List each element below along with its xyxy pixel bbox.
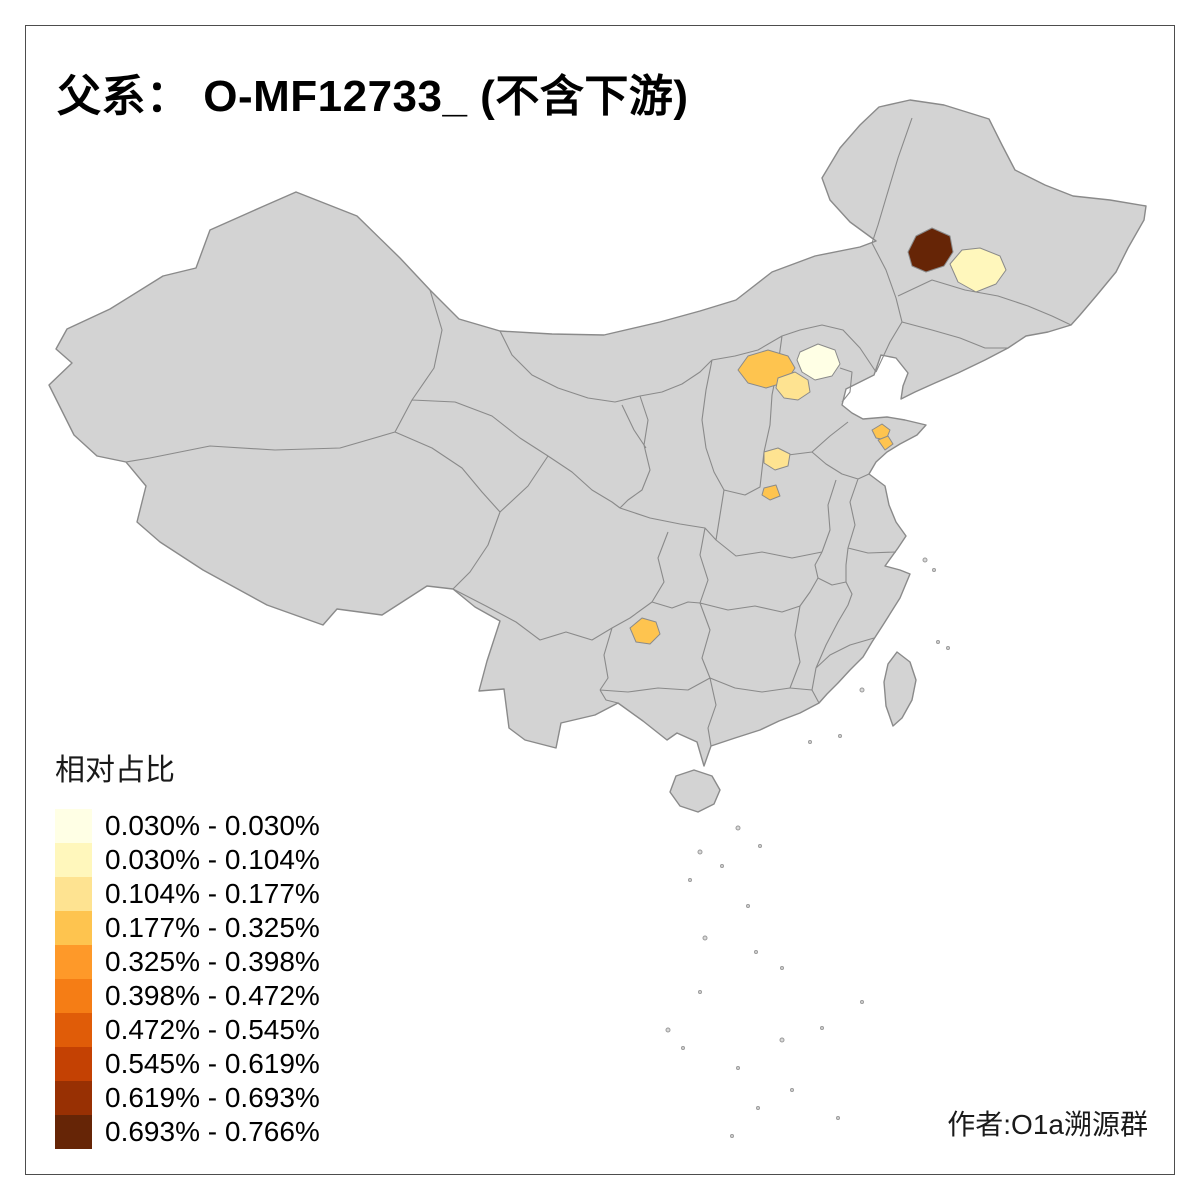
province-borders bbox=[125, 117, 1072, 747]
legend-swatch bbox=[55, 809, 92, 843]
taiwan-island bbox=[883, 651, 917, 727]
country-outline-group bbox=[48, 99, 1147, 813]
region-jilin-west bbox=[907, 227, 954, 273]
legend-swatch bbox=[55, 911, 92, 945]
legend-label: 0.619% - 0.693% bbox=[105, 1082, 320, 1113]
region-beijing bbox=[796, 343, 841, 381]
legend-item: 0.398% - 0.472% bbox=[55, 979, 320, 1013]
legend-label: 0.472% - 0.545% bbox=[105, 1014, 320, 1045]
legend-swatch bbox=[55, 1115, 92, 1149]
region-jilin-central bbox=[949, 247, 1007, 293]
legend-swatch bbox=[55, 1013, 92, 1047]
legend-item: 0.693% - 0.766% bbox=[55, 1115, 320, 1149]
legend-label: 0.030% - 0.030% bbox=[105, 810, 320, 841]
region-shandong-peninsula-b bbox=[877, 435, 894, 451]
legend-item: 0.325% - 0.398% bbox=[55, 945, 320, 979]
legend-item: 0.472% - 0.545% bbox=[55, 1013, 320, 1047]
legend-item: 0.177% - 0.325% bbox=[55, 911, 320, 945]
region-henan-central bbox=[761, 484, 781, 501]
legend-label: 0.177% - 0.325% bbox=[105, 912, 320, 943]
legend-label: 0.104% - 0.177% bbox=[105, 878, 320, 909]
legend-item: 0.030% - 0.030% bbox=[55, 809, 320, 843]
legend-label: 0.398% - 0.472% bbox=[105, 980, 320, 1011]
highlighted-regions bbox=[629, 227, 1007, 645]
hainan-island bbox=[669, 769, 721, 813]
legend-label: 0.693% - 0.766% bbox=[105, 1116, 320, 1147]
small-islands bbox=[665, 557, 950, 1138]
region-henan-north bbox=[763, 447, 791, 471]
legend-label: 0.545% - 0.619% bbox=[105, 1048, 320, 1079]
page-title: 父系： O-MF12733_ (不含下游) bbox=[57, 72, 689, 121]
region-shandong-peninsula-a bbox=[871, 423, 891, 441]
legend-item: 0.545% - 0.619% bbox=[55, 1047, 320, 1081]
legend-swatch bbox=[55, 1047, 92, 1081]
region-hebei-central bbox=[775, 371, 811, 401]
legend-item: 0.030% - 0.104% bbox=[55, 843, 320, 877]
mainland-outline bbox=[48, 99, 1147, 767]
attribution: 作者:O1a溯源群 bbox=[947, 1109, 1148, 1140]
legend-label: 0.325% - 0.398% bbox=[105, 946, 320, 977]
legend: 相对占比 0.030% - 0.030% 0.030% - 0.104% 0.1… bbox=[55, 745, 320, 1149]
region-guizhou-central bbox=[629, 617, 661, 645]
legend-title: 相对占比 bbox=[55, 754, 175, 787]
legend-label: 0.030% - 0.104% bbox=[105, 844, 320, 875]
legend-swatch bbox=[55, 877, 92, 911]
legend-item: 0.104% - 0.177% bbox=[55, 877, 320, 911]
legend-item: 0.619% - 0.693% bbox=[55, 1081, 320, 1115]
legend-swatch bbox=[55, 843, 92, 877]
legend-swatch bbox=[55, 1081, 92, 1115]
legend-swatch bbox=[55, 945, 92, 979]
legend-swatch bbox=[55, 979, 92, 1013]
